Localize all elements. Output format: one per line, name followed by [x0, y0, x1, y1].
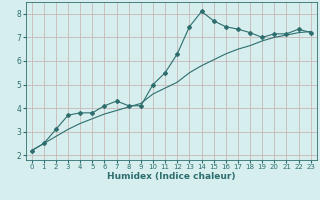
X-axis label: Humidex (Indice chaleur): Humidex (Indice chaleur) — [107, 172, 236, 181]
